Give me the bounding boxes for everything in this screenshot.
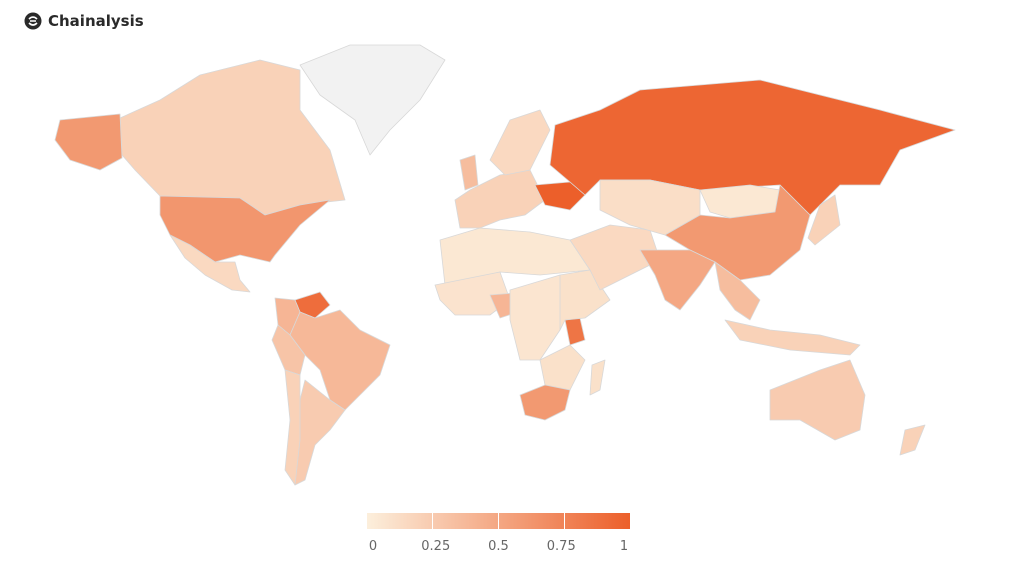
region-greenland[interactable]	[299, 44, 446, 156]
region-middle-east[interactable]	[569, 224, 661, 291]
region-scandinavia[interactable]	[489, 109, 551, 176]
region-chile[interactable]	[284, 369, 301, 486]
region-australia[interactable]	[769, 359, 866, 441]
region-southeast-asia[interactable]	[714, 261, 761, 321]
legend-segment	[433, 513, 499, 529]
region-uk[interactable]	[459, 154, 479, 191]
legend-gradient-bar	[367, 513, 630, 529]
legend-tick-label: 0.75	[546, 539, 576, 554]
region-south-africa[interactable]	[519, 384, 571, 421]
region-new-zealand[interactable]	[899, 424, 926, 456]
region-japan[interactable]	[807, 194, 841, 246]
region-madagascar[interactable]	[589, 359, 606, 396]
legend-segment	[565, 513, 630, 529]
chainalysis-logo-icon	[24, 12, 42, 30]
region-europe-west[interactable]	[454, 169, 546, 229]
legend-ticks: 0 0.25 0.5 0.75 1	[367, 539, 630, 559]
region-alaska-usa[interactable]	[54, 113, 123, 171]
brand-logo: Chainalysis	[24, 12, 144, 30]
color-scale-legend: 0 0.25 0.5 0.75 1	[367, 513, 630, 559]
legend-tick-label: 0.25	[421, 539, 451, 554]
legend-segment	[499, 513, 565, 529]
region-mexico[interactable]	[169, 234, 251, 293]
region-west-africa[interactable]	[434, 271, 511, 316]
region-russia[interactable]	[549, 79, 956, 216]
region-kenya[interactable]	[564, 317, 586, 346]
legend-segment	[367, 513, 433, 529]
region-ukraine[interactable]	[534, 181, 586, 211]
region-india[interactable]	[639, 249, 716, 311]
region-indonesia[interactable]	[724, 319, 861, 356]
brand-name: Chainalysis	[48, 12, 144, 30]
legend-tick-label: 0.5	[488, 539, 509, 554]
region-canada[interactable]	[119, 59, 346, 216]
legend-tick-label: 0	[368, 539, 378, 554]
legend-tick-label: 1	[619, 539, 629, 554]
